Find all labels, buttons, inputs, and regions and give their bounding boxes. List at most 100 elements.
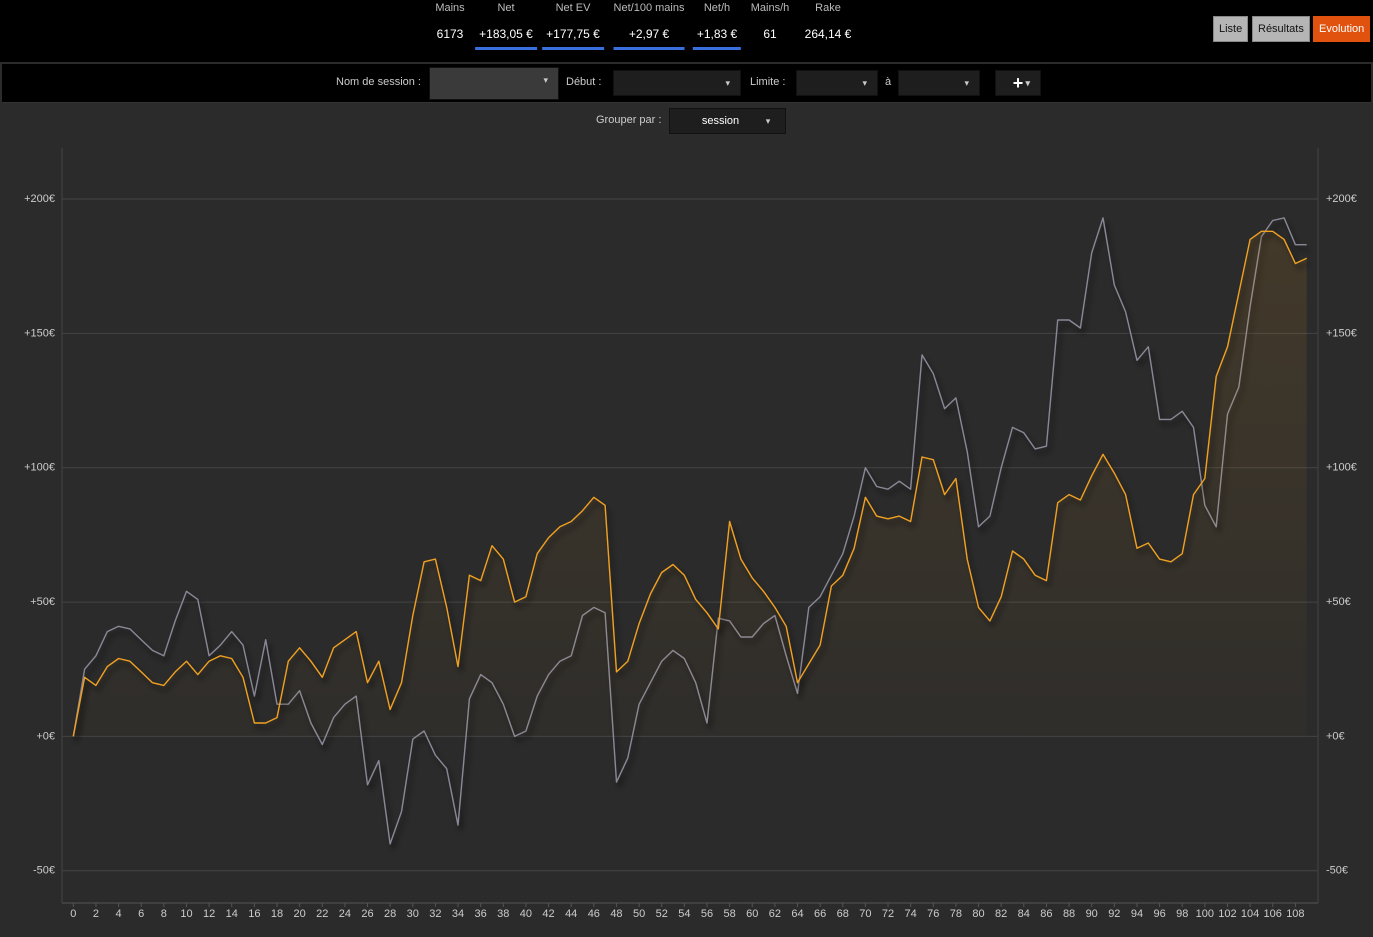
y2-tick-label: +100€ — [1326, 462, 1357, 474]
session-input[interactable] — [429, 67, 559, 100]
x-tick-label: 62 — [769, 908, 781, 920]
x-tick-label: 94 — [1131, 908, 1143, 920]
x-tick-label: 90 — [1086, 908, 1098, 920]
y2-tick-label: +150€ — [1326, 327, 1357, 339]
stat: Mains/h 61 — [751, 0, 790, 47]
x-tick-label: 4 — [116, 908, 122, 920]
list-button[interactable]: Liste — [1213, 16, 1249, 42]
to-select[interactable] — [898, 70, 980, 96]
x-tick-label: 84 — [1018, 908, 1030, 920]
x-tick-label: 20 — [293, 908, 305, 920]
x-tick-label: 68 — [837, 908, 849, 920]
stat: Mains 6173 — [433, 0, 468, 47]
add-button[interactable]: + — [995, 70, 1041, 96]
x-tick-label: 50 — [633, 908, 645, 920]
stat-label: Net/100 mains — [613, 2, 685, 14]
x-tick-label: 70 — [859, 908, 871, 920]
x-tick-label: 36 — [475, 908, 487, 920]
x-tick-label: 0 — [70, 908, 76, 920]
x-tick-label: 64 — [791, 908, 803, 920]
y2-tick-label: +0€ — [1326, 730, 1345, 742]
limit-select[interactable] — [796, 70, 878, 96]
line — [72, 230, 1307, 737]
x-tick-label: 98 — [1176, 908, 1188, 920]
stat-value: 6173 — [436, 27, 464, 41]
results-button[interactable]: Résultats — [1252, 16, 1310, 42]
session-label: Nom de session : — [336, 76, 421, 88]
x-tick-label: 26 — [361, 908, 373, 920]
x-tick-label: 28 — [384, 908, 396, 920]
x-tick-label: 72 — [882, 908, 894, 920]
y-tick-label: +100€ — [24, 462, 55, 474]
evolution-button[interactable]: Evolution — [1313, 16, 1371, 42]
x-tick-label: 106 — [1264, 908, 1282, 920]
x-tick-label: 2 — [93, 908, 99, 920]
y2-tick-label: +50€ — [1326, 596, 1351, 608]
limit-label: Limite : — [750, 76, 786, 88]
area — [73, 231, 1307, 737]
start-select[interactable] — [613, 70, 741, 96]
x-tick-label: 48 — [610, 908, 622, 920]
y-tick-label: +150€ — [24, 327, 55, 339]
stat-label: Rake — [815, 2, 841, 14]
group-select[interactable]: session — [669, 108, 786, 134]
y-tick-label: +200€ — [24, 193, 55, 205]
stat-value: +2,97 € — [613, 27, 685, 50]
x-tick-label: 66 — [814, 908, 826, 920]
x-tick-label: 80 — [972, 908, 984, 920]
x-tick-label: 10 — [180, 908, 192, 920]
x-tick-label: 102 — [1218, 908, 1236, 920]
x-tick-label: 104 — [1241, 908, 1259, 920]
x-tick-label: 74 — [905, 908, 917, 920]
stat-label: Net — [497, 2, 515, 14]
stat-value: +1,83 € — [692, 27, 742, 50]
y-tick-label: +0€ — [36, 730, 55, 742]
x-tick-label: 52 — [656, 908, 668, 920]
stat-value: 61 — [763, 27, 777, 41]
x-tick-label: 6 — [138, 908, 144, 920]
y-tick-label: +50€ — [30, 596, 55, 608]
x-tick-label: 32 — [429, 908, 441, 920]
x-tick-label: 8 — [161, 908, 167, 920]
stat-value: +177,75 € — [542, 27, 604, 50]
x-tick-label: 60 — [746, 908, 758, 920]
x-tick-label: 12 — [203, 908, 215, 920]
x-tick-label: 40 — [520, 908, 532, 920]
stat: Net/100 mains +2,97 € — [613, 0, 685, 50]
x-tick-label: 38 — [497, 908, 509, 920]
filter-bar: Nom de session : Début : Limite : à + — [2, 64, 1371, 103]
x-tick-label: 30 — [407, 908, 419, 920]
stat-label: Net EV — [555, 2, 591, 14]
x-tick-label: 46 — [588, 908, 600, 920]
x-tick-label: 86 — [1040, 908, 1052, 920]
x-tick-label: 92 — [1108, 908, 1120, 920]
stat: Rake 264,14 € — [801, 0, 856, 47]
x-tick-label: 88 — [1063, 908, 1075, 920]
x-tick-label: 78 — [950, 908, 962, 920]
to-label: à — [885, 76, 892, 88]
x-tick-label: 22 — [316, 908, 328, 920]
x-tick-label: 16 — [248, 908, 260, 920]
line — [72, 217, 1307, 845]
y-tick-label: -50€ — [33, 865, 55, 877]
y2-tick-label: -50€ — [1326, 865, 1348, 877]
stats-bar: Mains 6173 Net +183,05 € Net EV +177,75 € Net/… — [0, 0, 1373, 62]
y2-tick-label: +200€ — [1326, 193, 1357, 205]
x-tick-label: 108 — [1286, 908, 1304, 920]
x-tick-label: 18 — [271, 908, 283, 920]
x-tick-label: 14 — [226, 908, 238, 920]
x-tick-label: 100 — [1196, 908, 1214, 920]
stat-label: Mains — [435, 2, 465, 14]
stat: Net/h +1,83 € — [692, 0, 742, 50]
x-tick-label: 96 — [1153, 908, 1165, 920]
stat-label: Net/h — [703, 2, 731, 14]
stat-label: Mains/h — [750, 2, 790, 14]
x-tick-label: 44 — [565, 908, 577, 920]
x-tick-label: 24 — [339, 908, 351, 920]
x-tick-label: 34 — [452, 908, 464, 920]
x-tick-label: 58 — [723, 908, 735, 920]
x-tick-label: 42 — [542, 908, 554, 920]
stat-value: 264,14 € — [804, 27, 852, 41]
stat: Net EV +177,75 € — [542, 0, 604, 50]
